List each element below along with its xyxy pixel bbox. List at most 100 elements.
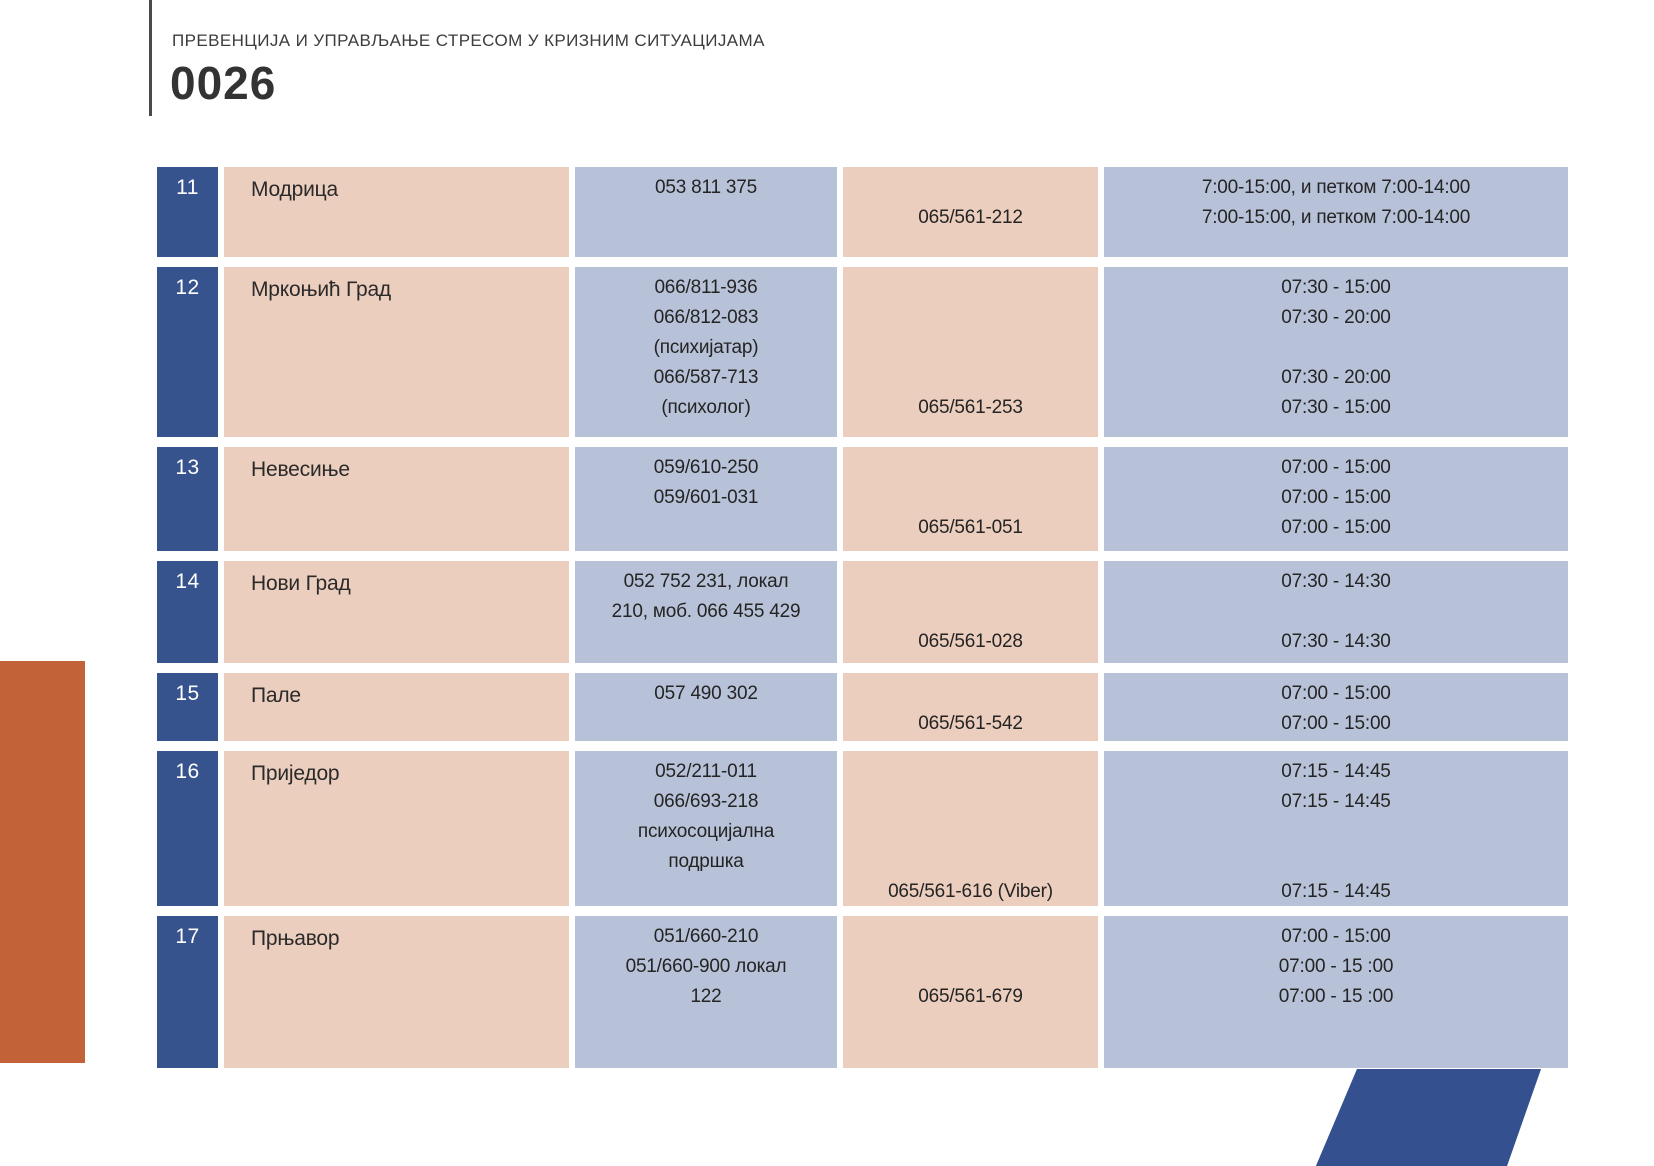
hours-line: 07:00 - 15:00 [1281, 713, 1391, 734]
hours-line: 07:30 - 14:30 [1281, 571, 1391, 592]
phone-line: 053 811 375 [654, 177, 758, 198]
hours-line: 07:15 - 14:45 [1281, 881, 1391, 902]
mobile-line [843, 847, 1098, 877]
phone-line: 059/610-250 [653, 457, 759, 478]
hours-line: 07:30 - 15:00 [1281, 397, 1391, 418]
city-cell: Пале [224, 673, 569, 741]
hours-line [1104, 847, 1568, 877]
row-number: 14 [175, 570, 200, 593]
phone-line: 066/811-936 [654, 277, 758, 298]
row-number-cell: 13 [157, 447, 218, 551]
hours-cell: 07:30 - 14:30 07:30 - 14:30 [1104, 561, 1568, 663]
hours-cell: 07:30 - 15:00 07:30 - 20:00 07:30 - 20:00 0… [1104, 267, 1568, 437]
row-number-cell: 14 [157, 561, 218, 663]
page-number: 0026 [170, 57, 277, 109]
row-number: 11 [176, 176, 199, 199]
mobile-line [843, 303, 1098, 333]
mobile-line: 065/561-679 [918, 986, 1023, 1007]
city-name: Мркоњић Град [251, 278, 391, 301]
phone-line: подршка [668, 851, 744, 872]
hours-line: 07:00 - 15:00 [1281, 487, 1391, 508]
phone-line: 052 752 231, локал [623, 571, 789, 592]
city-cell: Приједор [224, 751, 569, 906]
hours-line: 07:15 - 14:45 [1281, 791, 1391, 812]
city-name: Прњавор [251, 927, 340, 950]
row-number: 12 [175, 276, 200, 299]
table-row: 16 Приједор 052/211-011 066/693-218 психос… [157, 751, 1568, 906]
hours-line: 07:30 - 14:30 [1281, 631, 1391, 652]
hours-line: 07:30 - 15:00 [1281, 277, 1391, 298]
mobile-cell: 065/561-542 [843, 673, 1098, 741]
hours-line: 07:00 - 15 :00 [1278, 956, 1394, 977]
phone-line: 210, моб. 066 455 429 [611, 601, 801, 622]
mobile-cell: 065/561-212 [843, 167, 1098, 257]
city-cell: Прњавор [224, 916, 569, 1068]
phone-line: 066/812-083 [653, 307, 759, 328]
mobile-line [843, 597, 1098, 627]
mobile-line: 065/561-212 [918, 207, 1023, 228]
mobile-cell: 065/561-051 [843, 447, 1098, 551]
phone-cell: 052/211-011 066/693-218 психосоцијална подр… [575, 751, 837, 906]
mobile-line [843, 757, 1098, 787]
city-cell: Нови Град [224, 561, 569, 663]
phone-cell: 053 811 375 [575, 167, 837, 257]
table-row: 15 Пале 057 490 302 065/561-542 07:00 - … [157, 673, 1568, 741]
contacts-table: 11 Модрица 053 811 375 065/561-212 7:00-… [157, 167, 1568, 1068]
phone-line: 051/660-900 локал [625, 956, 787, 977]
header-vertical-rule [149, 0, 152, 116]
phone-line: 051/660-210 [653, 926, 759, 947]
hours-line [1104, 597, 1568, 627]
mobile-line [843, 787, 1098, 817]
mobile-line: 065/561-616 (Viber) [888, 881, 1053, 902]
row-number-cell: 11 [157, 167, 218, 257]
hours-line [1104, 333, 1568, 363]
table-row: 14 Нови Град 052 752 231, локал 210, моб.… [157, 561, 1568, 663]
phone-line: 066/587-713 [653, 367, 759, 388]
hours-line: 07:00 - 15:00 [1281, 517, 1391, 538]
row-number-cell: 15 [157, 673, 218, 741]
phone-cell: 059/610-250 059/601-031 [575, 447, 837, 551]
hours-line: 7:00-15:00, и петком 7:00-14:00 [1201, 177, 1471, 198]
hours-line: 07:00 - 15:00 [1281, 457, 1391, 478]
city-name: Модрица [251, 178, 338, 201]
mobile-line [843, 333, 1098, 363]
mobile-line [843, 922, 1098, 952]
table-row: 13 Невесиње 059/610-250 059/601-031 065/5… [157, 447, 1568, 551]
table-row: 12 Мркоњић Град 066/811-936 066/812-083 (п… [157, 267, 1568, 437]
mobile-line: 065/561-051 [918, 517, 1023, 538]
city-cell: Невесиње [224, 447, 569, 551]
hours-line: 07:00 - 15:00 [1281, 926, 1391, 947]
city-name: Невесиње [251, 458, 350, 481]
hours-line: 07:00 - 15 :00 [1278, 986, 1394, 1007]
city-cell: Мркоњић Град [224, 267, 569, 437]
row-number-cell: 17 [157, 916, 218, 1068]
hours-cell: 07:15 - 14:45 07:15 - 14:45 07:15 - 14:45 [1104, 751, 1568, 906]
phone-line: (психолог) [661, 397, 751, 418]
mobile-line: 065/561-542 [918, 713, 1023, 734]
row-number-cell: 16 [157, 751, 218, 906]
row-number-cell: 12 [157, 267, 218, 437]
phone-line: (психијатар) [653, 337, 759, 358]
table-row: 11 Модрица 053 811 375 065/561-212 7:00-… [157, 167, 1568, 257]
phone-line: 059/601-031 [653, 487, 759, 508]
row-number: 13 [175, 456, 200, 479]
phone-line: 066/693-218 [653, 791, 759, 812]
mobile-line [843, 363, 1098, 393]
hours-line: 07:00 - 15:00 [1281, 683, 1391, 704]
row-number: 17 [175, 925, 200, 948]
document-title: ПРЕВЕНЦИЈА И УПРАВЉАЊЕ СТРЕСОМ У КРИЗНИМ… [172, 31, 765, 50]
mobile-line [843, 817, 1098, 847]
hours-line: 07:15 - 14:45 [1281, 761, 1391, 782]
mobile-line: 065/561-253 [918, 397, 1023, 418]
mobile-cell: 065/561-616 (Viber) [843, 751, 1098, 906]
mobile-line [843, 679, 1098, 709]
row-number: 16 [175, 760, 200, 783]
blue-parallelogram-decoration [1315, 1069, 1542, 1166]
phone-line: 057 490 302 [654, 683, 758, 704]
hours-cell: 07:00 - 15:00 07:00 - 15:00 07:00 - 15:00 [1104, 447, 1568, 551]
mobile-line: 065/561-028 [918, 631, 1023, 652]
mobile-cell: 065/561-679 [843, 916, 1098, 1068]
city-name: Приједор [251, 762, 340, 785]
mobile-line [843, 952, 1098, 982]
